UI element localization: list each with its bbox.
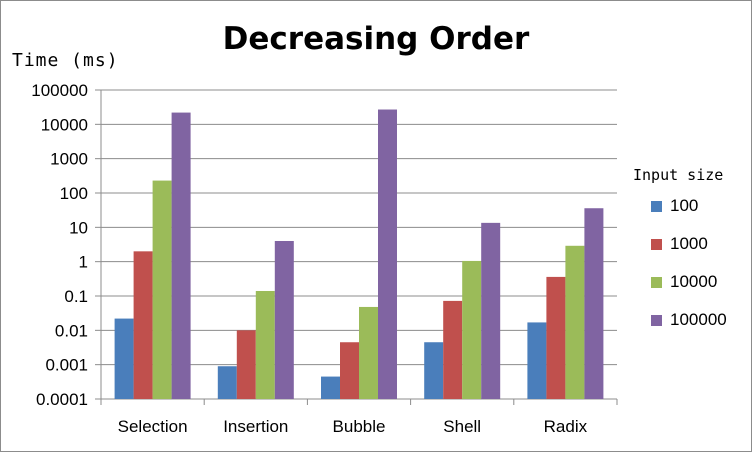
chart-title: Decreasing Order (222, 21, 530, 57)
bar-selection-100000 (171, 112, 191, 400)
y-tick-label: 1 (79, 253, 88, 272)
bar-selection-1000 (133, 251, 153, 399)
legend-swatch (651, 314, 662, 326)
y-tick-label: 100000 (31, 81, 88, 100)
y-tick-label: 1000 (50, 150, 88, 169)
legend-item: 100 (651, 187, 727, 225)
bar-insertion-100000 (274, 240, 294, 399)
bar-bubble-10000 (359, 306, 378, 399)
bar-insertion-100 (217, 366, 237, 399)
y-axis-label: Time (ms) (12, 50, 119, 71)
bar-radix-1000 (546, 276, 566, 399)
x-tick-label: Insertion (223, 417, 288, 436)
y-tick-label: 10 (69, 218, 88, 237)
legend-swatch (651, 200, 662, 212)
y-tick-label: 10000 (41, 115, 88, 134)
legend-item: 1000 (651, 225, 727, 263)
legend-title: Input size (633, 166, 724, 184)
legend-swatch (651, 238, 662, 250)
bar-shell-1000 (443, 300, 463, 399)
bar-shell-10000 (462, 260, 482, 399)
legend-label: 100000 (670, 310, 727, 329)
x-tick-label: Radix (544, 417, 588, 436)
legend-label: 100 (670, 196, 699, 215)
bar-bubble-100000 (378, 109, 397, 399)
bar-radix-100000 (584, 208, 604, 399)
bar-insertion-10000 (255, 290, 275, 399)
legend-label: 1000 (670, 234, 708, 253)
y-tick-label: 0.1 (64, 287, 88, 306)
bar-selection-10000 (152, 180, 172, 399)
legend-label: 10000 (670, 272, 718, 291)
legend-item: 10000 (651, 263, 727, 301)
bar-shell-100000 (481, 222, 501, 399)
bar-shell-100 (424, 342, 444, 399)
bar-insertion-1000 (236, 330, 256, 399)
x-tick-label: Bubble (333, 417, 386, 436)
y-tick-label: 0.0001 (36, 390, 88, 409)
bar-bubble-1000 (340, 342, 359, 399)
x-tick-label: Shell (443, 417, 481, 436)
x-tick-label: Selection (118, 417, 188, 436)
y-tick-label: 100 (60, 184, 88, 203)
y-tick-label: 0.01 (55, 321, 88, 340)
legend-swatch (651, 276, 662, 288)
y-tick-label: 0.001 (45, 356, 88, 375)
bar-bubble-100 (321, 376, 340, 399)
bar-selection-100 (114, 318, 134, 399)
bar-radix-10000 (565, 245, 585, 399)
bar-radix-100 (527, 322, 547, 399)
legend-item: 100000 (651, 301, 727, 339)
legend: 100 1000 10000 100000 (651, 187, 727, 339)
